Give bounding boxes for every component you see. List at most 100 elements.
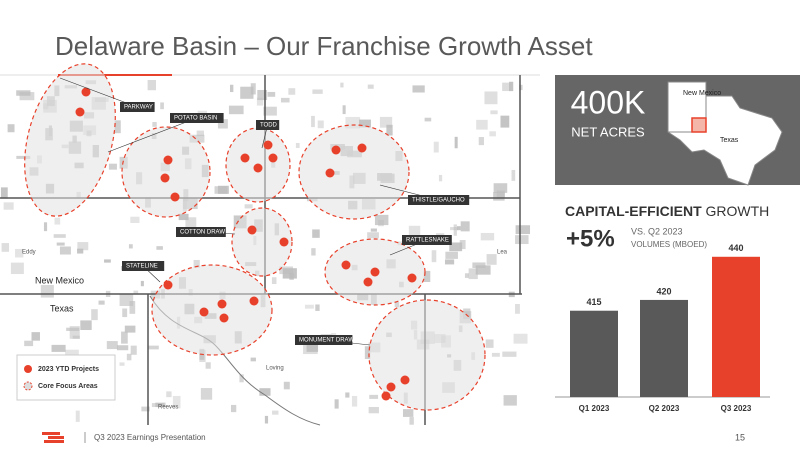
lease: [311, 115, 315, 128]
lease: [359, 119, 371, 128]
x-tick-label: Q1 2023: [579, 404, 610, 413]
area-label: TODD: [260, 123, 278, 129]
area-label: COTTON DRAW: [180, 230, 225, 236]
place: Eddy: [22, 250, 36, 256]
lease: [431, 250, 437, 263]
lease: [122, 308, 128, 318]
project: [247, 225, 257, 235]
x-tick-label: Q3 2023: [721, 404, 752, 413]
area-label: PARKWAY: [124, 105, 153, 111]
area-label: THISTLE/GAUCHO: [412, 198, 465, 204]
lease: [240, 86, 254, 99]
lease: [295, 142, 300, 148]
lease: [502, 351, 517, 357]
lease: [256, 97, 264, 106]
lease: [152, 122, 157, 127]
lease: [315, 304, 320, 311]
lease: [340, 82, 344, 88]
place: New Mexico: [35, 275, 84, 285]
chart-title-rest: GROWTH: [706, 203, 770, 219]
lease: [444, 259, 455, 265]
place: Lea: [497, 250, 508, 256]
area-label: MONUMENT DRAW: [299, 338, 354, 344]
lease: [409, 417, 414, 425]
lease: [484, 91, 498, 105]
project: [381, 391, 391, 401]
lease: [464, 273, 469, 278]
value-label: 440: [728, 243, 743, 253]
lease: [489, 131, 496, 137]
lease: [65, 349, 79, 356]
lease: [108, 163, 117, 170]
lease: [230, 404, 237, 413]
lease: [334, 399, 339, 409]
lease: [166, 391, 172, 398]
place: Loving: [266, 366, 284, 372]
lease: [0, 187, 8, 199]
area-tag: [408, 195, 470, 205]
bar: [570, 310, 618, 397]
lease: [364, 346, 371, 360]
project: [163, 155, 173, 165]
project: [219, 313, 229, 323]
logo: [42, 432, 60, 435]
project: [341, 260, 351, 270]
lease: [438, 174, 443, 182]
project: [407, 273, 417, 283]
lease: [472, 262, 486, 268]
acres: 400K: [571, 84, 646, 120]
project: [370, 267, 380, 277]
inset: 400K NET ACRES New Mexico Texas: [555, 75, 800, 186]
lease: [126, 353, 132, 361]
lease: [259, 388, 271, 396]
focus-area: [121, 126, 211, 218]
lease: [459, 240, 466, 250]
area-label: POTATO BASIN: [174, 116, 217, 122]
chart-title-bold: CAPITAL-EFFICIENT: [565, 203, 702, 219]
lease: [151, 403, 164, 408]
project: [160, 173, 170, 183]
lease: [493, 192, 505, 201]
lease: [476, 119, 488, 130]
value-label: 415: [586, 297, 601, 307]
legend-label: Core Focus Areas: [38, 383, 98, 390]
states: [667, 81, 783, 186]
lease: [342, 105, 346, 115]
lease: [140, 280, 144, 287]
lease: [515, 225, 531, 235]
lease: [24, 340, 34, 347]
lease: [104, 259, 111, 263]
area-label: RATTLESNAKE: [406, 238, 449, 244]
area-tag: [402, 235, 452, 245]
lease: [31, 332, 40, 341]
lease: [106, 341, 118, 350]
place: Reeves: [158, 405, 178, 411]
lease: [75, 410, 80, 422]
lease: [77, 248, 84, 254]
lease: [386, 124, 393, 136]
lease: [129, 300, 136, 314]
project: [331, 145, 341, 155]
lease: [424, 117, 432, 122]
legend-ring: [23, 381, 33, 391]
lease: [317, 120, 324, 129]
lease: [119, 362, 125, 366]
lease: [15, 248, 24, 258]
area-tag: [176, 227, 226, 237]
lease: [141, 406, 150, 412]
lease: [460, 221, 470, 232]
lease: [370, 228, 377, 232]
lease: [272, 410, 279, 415]
lease: [3, 202, 14, 210]
lease: [513, 333, 528, 344]
project: [81, 87, 91, 97]
lease: [312, 89, 323, 94]
lease: [116, 345, 129, 351]
lease: [40, 285, 54, 298]
lease: [196, 130, 205, 137]
bar: [640, 299, 688, 397]
project: [325, 168, 335, 178]
lease: [519, 84, 523, 91]
x-tick-label: Q2 2023: [649, 404, 680, 413]
